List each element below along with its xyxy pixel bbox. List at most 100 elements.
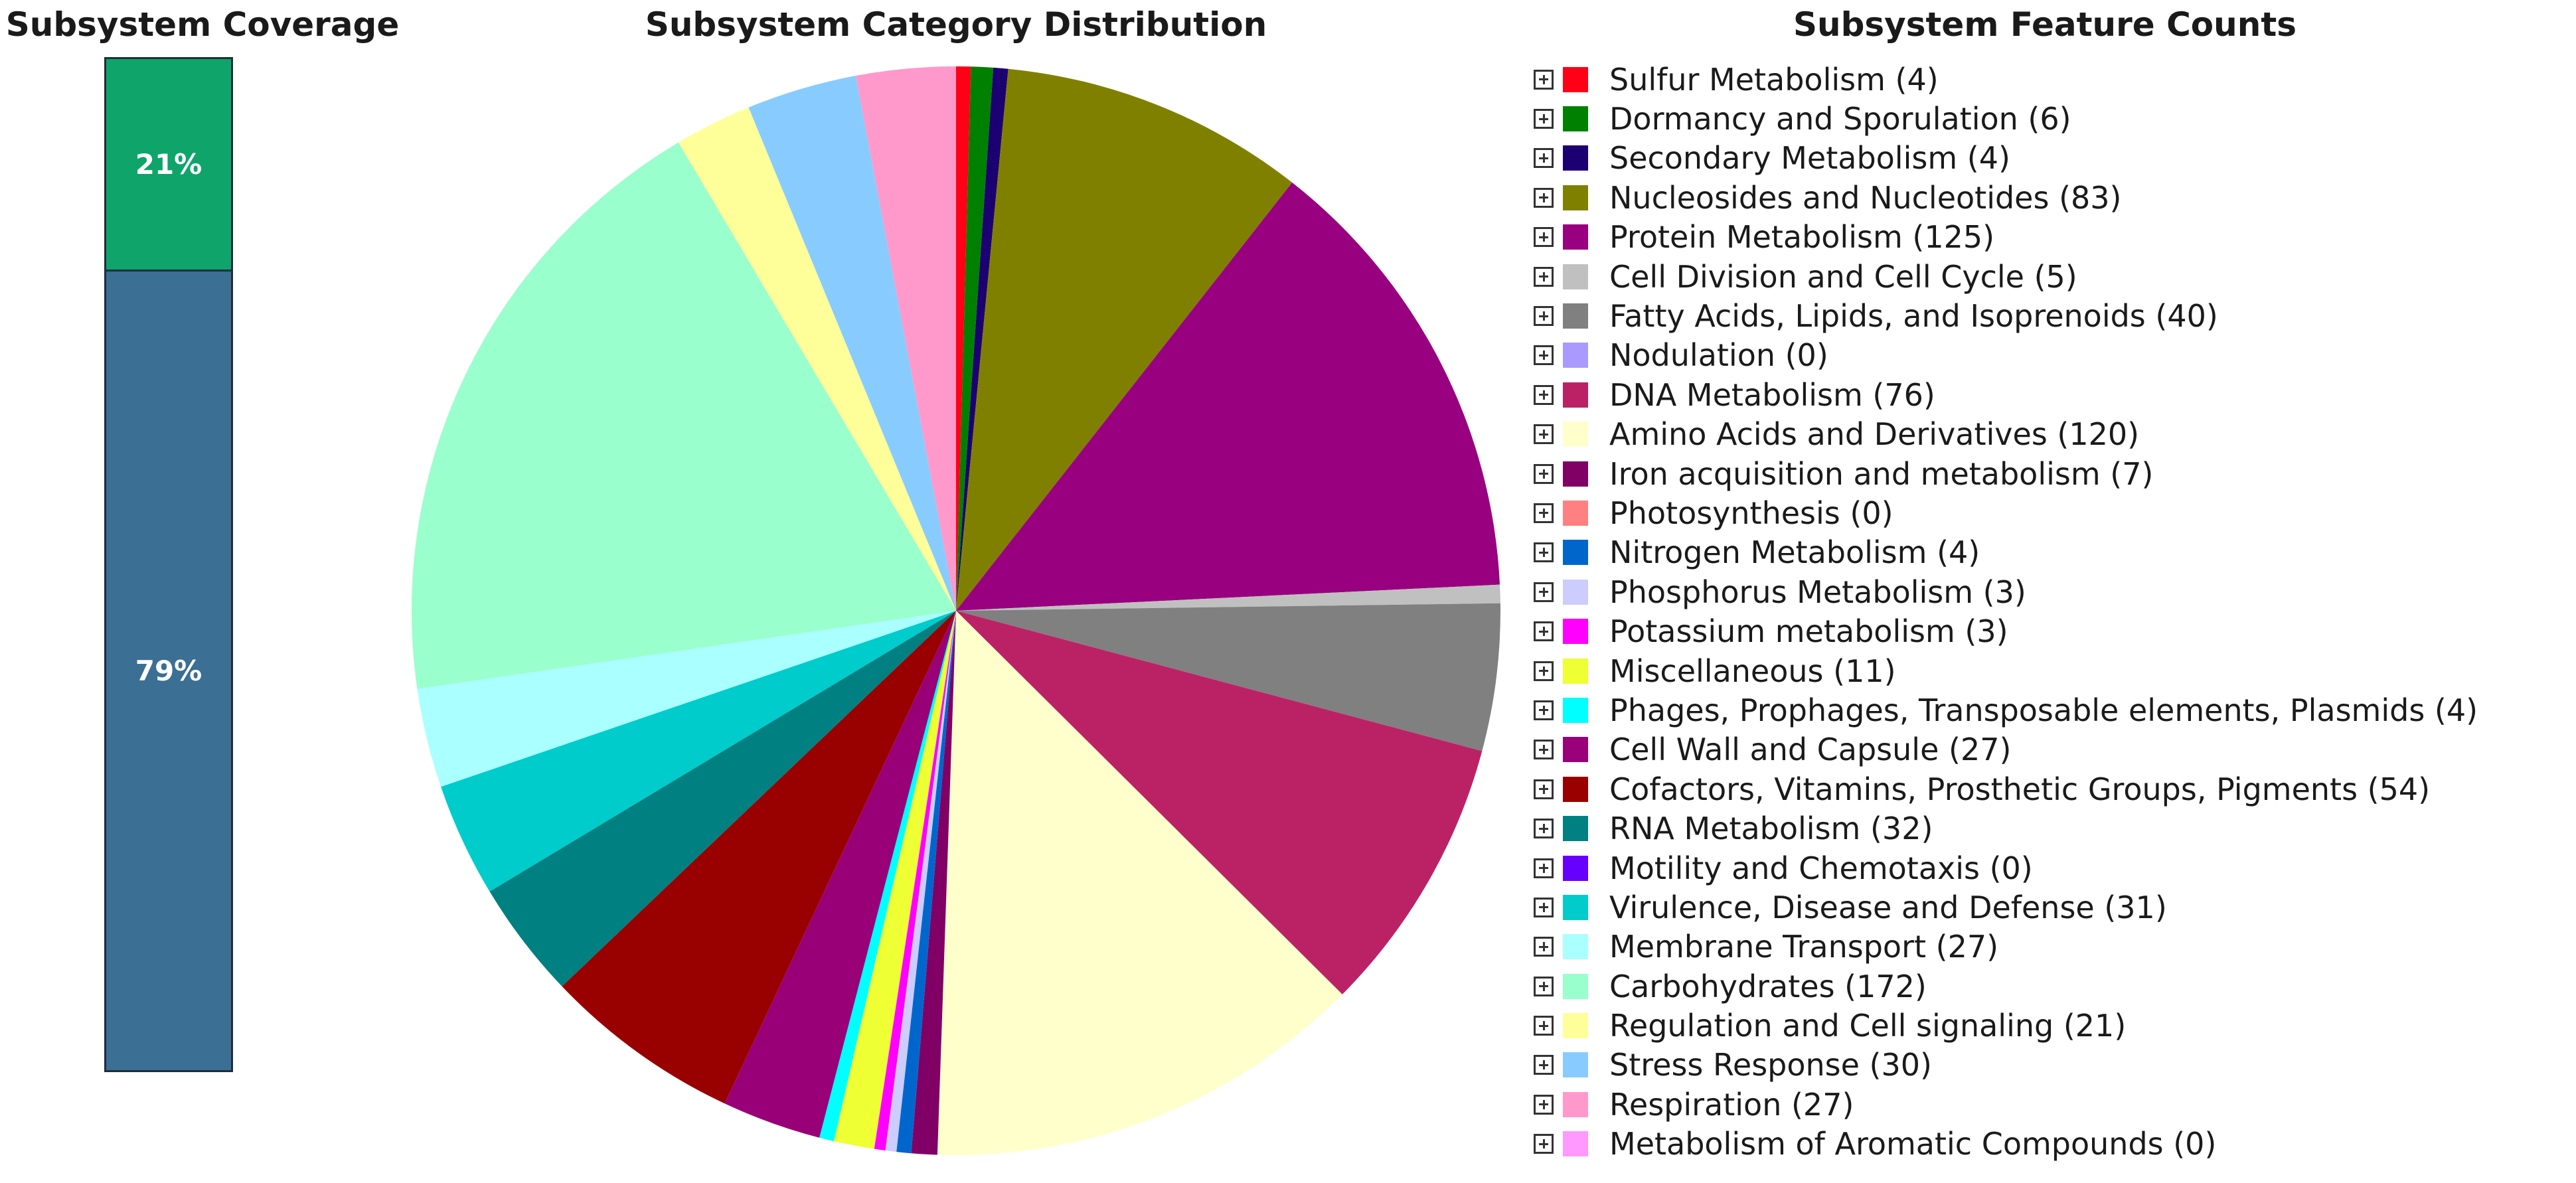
expand-plus-icon[interactable] — [1534, 858, 1554, 878]
legend-swatch — [1563, 934, 1588, 960]
legend-item[interactable]: Phages, Prophages, Transposable elements… — [1527, 690, 2569, 730]
legend-item[interactable]: Sulfur Metabolism (4) — [1527, 60, 2569, 99]
pie-slice[interactable] — [956, 66, 994, 611]
expand-plus-icon[interactable] — [1534, 700, 1554, 720]
legend-label: Sulfur Metabolism (4) — [1609, 61, 1939, 98]
expand-plus-icon[interactable] — [1534, 819, 1554, 839]
legend-item[interactable]: Secondary Metabolism (4) — [1527, 139, 2569, 178]
expand-plus-icon[interactable] — [1534, 503, 1554, 523]
pie-slice[interactable] — [956, 68, 1293, 611]
expand-plus-icon[interactable] — [1534, 1094, 1554, 1115]
expand-plus-icon[interactable] — [1534, 424, 1554, 445]
expand-plus-icon[interactable] — [1534, 740, 1554, 760]
expand-plus-icon[interactable] — [1534, 69, 1554, 90]
legend-item[interactable]: Stress Response (30) — [1527, 1046, 2569, 1085]
legend-item[interactable]: Cell Wall and Capsule (27) — [1527, 730, 2569, 769]
legend-item[interactable]: Regulation and Cell signaling (21) — [1527, 1006, 2569, 1045]
legend-item[interactable]: Fatty Acids, Lipids, and Isoprenoids (40… — [1527, 296, 2569, 335]
legend-item[interactable]: Amino Acids and Derivatives (120) — [1527, 415, 2569, 454]
pie-slice[interactable] — [441, 611, 956, 892]
pie-slice[interactable] — [956, 603, 1500, 751]
legend-item[interactable]: Phosphorus Metabolism (3) — [1527, 572, 2569, 611]
expand-plus-icon[interactable] — [1534, 148, 1554, 169]
expand-plus-icon[interactable] — [1534, 779, 1554, 799]
pie-slice[interactable] — [874, 611, 956, 1151]
expand-plus-icon[interactable] — [1534, 109, 1554, 129]
pie-slice[interactable] — [911, 611, 956, 1155]
legend-item[interactable]: Metabolism of Aromatic Compounds (0) — [1527, 1125, 2569, 1164]
expand-plus-icon[interactable] — [1534, 266, 1554, 287]
legend-swatch — [1563, 264, 1588, 289]
legend-item[interactable]: Photosynthesis (0) — [1527, 493, 2569, 532]
expand-plus-icon[interactable] — [1534, 1134, 1554, 1154]
legend-item[interactable]: Membrane Transport (27) — [1527, 927, 2569, 967]
expand-plus-icon[interactable] — [1534, 227, 1554, 248]
legend-item[interactable]: Nucleosides and Nucleotides (83) — [1527, 178, 2569, 217]
expand-plus-icon[interactable] — [1534, 937, 1554, 957]
legend-swatch — [1563, 224, 1588, 250]
legend-label: RNA Metabolism (32) — [1609, 811, 1933, 847]
expand-plus-icon[interactable] — [1534, 345, 1554, 366]
legend-item[interactable]: Iron acquisition and metabolism (7) — [1527, 454, 2569, 493]
legend-swatch — [1563, 619, 1588, 645]
coverage-uncovered-segment[interactable]: 79% — [106, 272, 231, 1070]
coverage-covered-label: 21% — [135, 148, 202, 181]
pie-slice[interactable] — [856, 66, 956, 611]
legend-item[interactable]: Nitrogen Metabolism (4) — [1527, 533, 2569, 572]
expand-plus-icon[interactable] — [1534, 542, 1554, 563]
pie-slice[interactable] — [937, 611, 1342, 1156]
expand-plus-icon[interactable] — [1534, 897, 1554, 917]
pie-slice[interactable] — [678, 107, 956, 611]
legend-label: Cofactors, Vitamins, Prosthetic Groups, … — [1609, 771, 2431, 807]
legend-item[interactable]: Carbohydrates (172) — [1527, 967, 2569, 1006]
expand-plus-icon[interactable] — [1534, 1016, 1554, 1036]
pie-slice[interactable] — [411, 142, 956, 689]
legend-item[interactable]: Protein Metabolism (125) — [1527, 218, 2569, 257]
legend-item[interactable]: RNA Metabolism (32) — [1527, 809, 2569, 848]
pie-slice[interactable] — [417, 611, 956, 787]
expand-plus-icon[interactable] — [1534, 582, 1554, 602]
legend-item[interactable]: Respiration (27) — [1527, 1085, 2569, 1124]
legend-item[interactable]: Virulence, Disease and Defense (31) — [1527, 888, 2569, 927]
legend-item[interactable]: Dormancy and Sporulation (6) — [1527, 99, 2569, 138]
expand-plus-icon[interactable] — [1534, 463, 1554, 484]
legend-label: Membrane Transport (27) — [1609, 929, 1999, 965]
legend-label: Nucleosides and Nucleotides (83) — [1609, 179, 2122, 216]
pie-slice[interactable] — [885, 611, 956, 1152]
legend-item[interactable]: Cofactors, Vitamins, Prosthetic Groups, … — [1527, 769, 2569, 809]
legend-label: Protein Metabolism (125) — [1609, 219, 1995, 256]
legend-item[interactable]: Cell Division and Cell Cycle (5) — [1527, 257, 2569, 296]
pie-slice[interactable] — [748, 76, 957, 611]
pie-slice[interactable] — [833, 611, 956, 1149]
category-pie-chart — [411, 66, 1500, 1156]
pie-slice[interactable] — [956, 66, 971, 611]
legend-swatch — [1563, 145, 1588, 171]
expand-plus-icon[interactable] — [1534, 187, 1554, 208]
legend: Sulfur Metabolism (4) Dormancy and Sporul… — [1527, 60, 2569, 1164]
pie-slice[interactable] — [724, 611, 956, 1138]
legend-label: Cell Division and Cell Cycle (5) — [1609, 258, 2077, 295]
legend-item[interactable]: Potassium metabolism (3) — [1527, 611, 2569, 651]
expand-plus-icon[interactable] — [1534, 306, 1554, 327]
coverage-covered-segment[interactable]: 21% — [106, 59, 231, 272]
pie-slice[interactable] — [819, 611, 956, 1142]
pie-slice[interactable] — [956, 67, 1008, 611]
legend-swatch — [1563, 579, 1588, 605]
pie-slice[interactable] — [896, 611, 956, 1154]
legend-item[interactable]: Motility and Chemotaxis (0) — [1527, 848, 2569, 888]
pie-slice[interactable] — [956, 611, 1483, 994]
pie-slice[interactable] — [956, 182, 1500, 611]
legend-item[interactable]: Nodulation (0) — [1527, 336, 2569, 375]
pie-slice[interactable] — [489, 611, 956, 986]
expand-plus-icon[interactable] — [1534, 976, 1554, 996]
expand-plus-icon[interactable] — [1534, 661, 1554, 681]
legend-label: Stress Response (30) — [1609, 1047, 1932, 1083]
expand-plus-icon[interactable] — [1534, 384, 1554, 405]
pie-slice[interactable] — [562, 611, 956, 1104]
legend-item[interactable]: Miscellaneous (11) — [1527, 651, 2569, 690]
expand-plus-icon[interactable] — [1534, 621, 1554, 642]
legend-swatch — [1563, 1091, 1588, 1117]
pie-slice[interactable] — [956, 584, 1500, 611]
legend-item[interactable]: DNA Metabolism (76) — [1527, 375, 2569, 414]
expand-plus-icon[interactable] — [1534, 1055, 1554, 1075]
